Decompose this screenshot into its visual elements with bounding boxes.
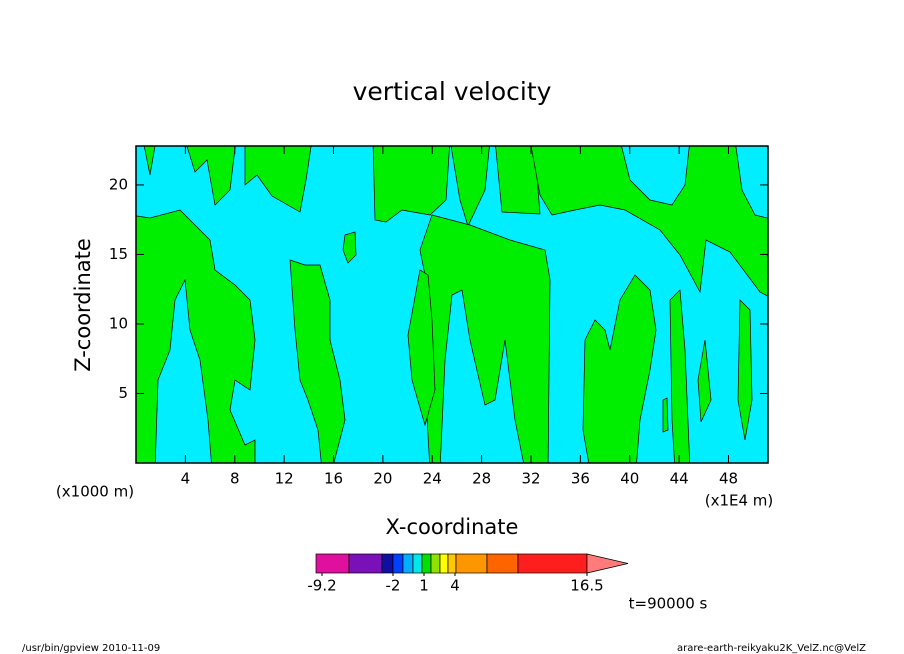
- colorbar-box: [439, 553, 449, 574]
- hole: [621, 146, 690, 206]
- x-tick-label: 44: [670, 470, 689, 488]
- x-tick-label: 28: [472, 470, 491, 488]
- region: [697, 339, 712, 423]
- region: [662, 397, 669, 433]
- colorbar-box: [392, 553, 404, 574]
- region: [419, 214, 551, 463]
- x-tick-label: 24: [423, 470, 442, 488]
- x-unit-label: (x1E4 m): [705, 492, 774, 510]
- colorbar-box: [430, 553, 441, 574]
- y-tick-label: 5: [118, 384, 128, 402]
- colorbar-tick-label: -9.2: [307, 577, 336, 595]
- region: [136, 209, 256, 463]
- y-tick-label: 10: [109, 314, 128, 332]
- region: [582, 274, 657, 463]
- region: [737, 299, 753, 441]
- x-tick-label: 12: [275, 470, 294, 488]
- colorbar-box: [455, 553, 488, 574]
- colorbar-box: [486, 553, 519, 574]
- x-tick-label: 48: [719, 470, 738, 488]
- x-tick-label: 20: [373, 470, 392, 488]
- colorbar-box: [447, 553, 457, 574]
- colorbar-box: [517, 553, 588, 574]
- region: [289, 259, 346, 463]
- region: [407, 269, 436, 427]
- colorbar-tick-label: 4: [450, 577, 460, 595]
- time-label: t=90000 s: [629, 595, 708, 613]
- colorbar-arrow: [586, 553, 629, 574]
- colorbar-box: [381, 553, 394, 574]
- x-tick-label: 16: [324, 470, 343, 488]
- x-tick-label: 4: [181, 470, 191, 488]
- contour-field: [136, 146, 768, 463]
- x-tick-label: 32: [521, 470, 540, 488]
- colorbar-box: [315, 553, 350, 574]
- colorbar-box: [402, 553, 414, 574]
- colorbar-tick-label: -2: [386, 577, 401, 595]
- chart-title: vertical velocity: [353, 77, 552, 106]
- colorbar-box: [421, 553, 432, 574]
- footer-left: /usr/bin/gpview 2010-11-09: [22, 643, 160, 654]
- contour-holes: [621, 146, 768, 219]
- x-tick-label: 36: [571, 470, 590, 488]
- region: [372, 146, 450, 223]
- region: [530, 146, 768, 297]
- hole: [735, 146, 768, 219]
- x-tick-label: 8: [230, 470, 240, 488]
- region: [342, 231, 357, 264]
- x-tick-label: 40: [620, 470, 639, 488]
- y-tick-label: 15: [109, 245, 128, 263]
- region: [669, 289, 691, 463]
- colorbar-box: [412, 553, 423, 574]
- y-axis-title: Z-coordinate: [71, 238, 95, 372]
- y-unit-label: (x1000 m): [56, 483, 134, 501]
- region: [143, 146, 312, 213]
- y-tick-label: 20: [109, 175, 128, 193]
- colorbar-tick-label: 1: [419, 577, 429, 595]
- x-axis-title: X-coordinate: [386, 515, 519, 539]
- plot-frame: [135, 145, 769, 464]
- contour-regions: [136, 146, 768, 463]
- footer-right: arare-earth-reikyaku2K_VelZ.nc@VelZ: [677, 643, 866, 654]
- colorbar-tick-label: 16.5: [570, 577, 603, 595]
- colorbar-box: [348, 553, 383, 574]
